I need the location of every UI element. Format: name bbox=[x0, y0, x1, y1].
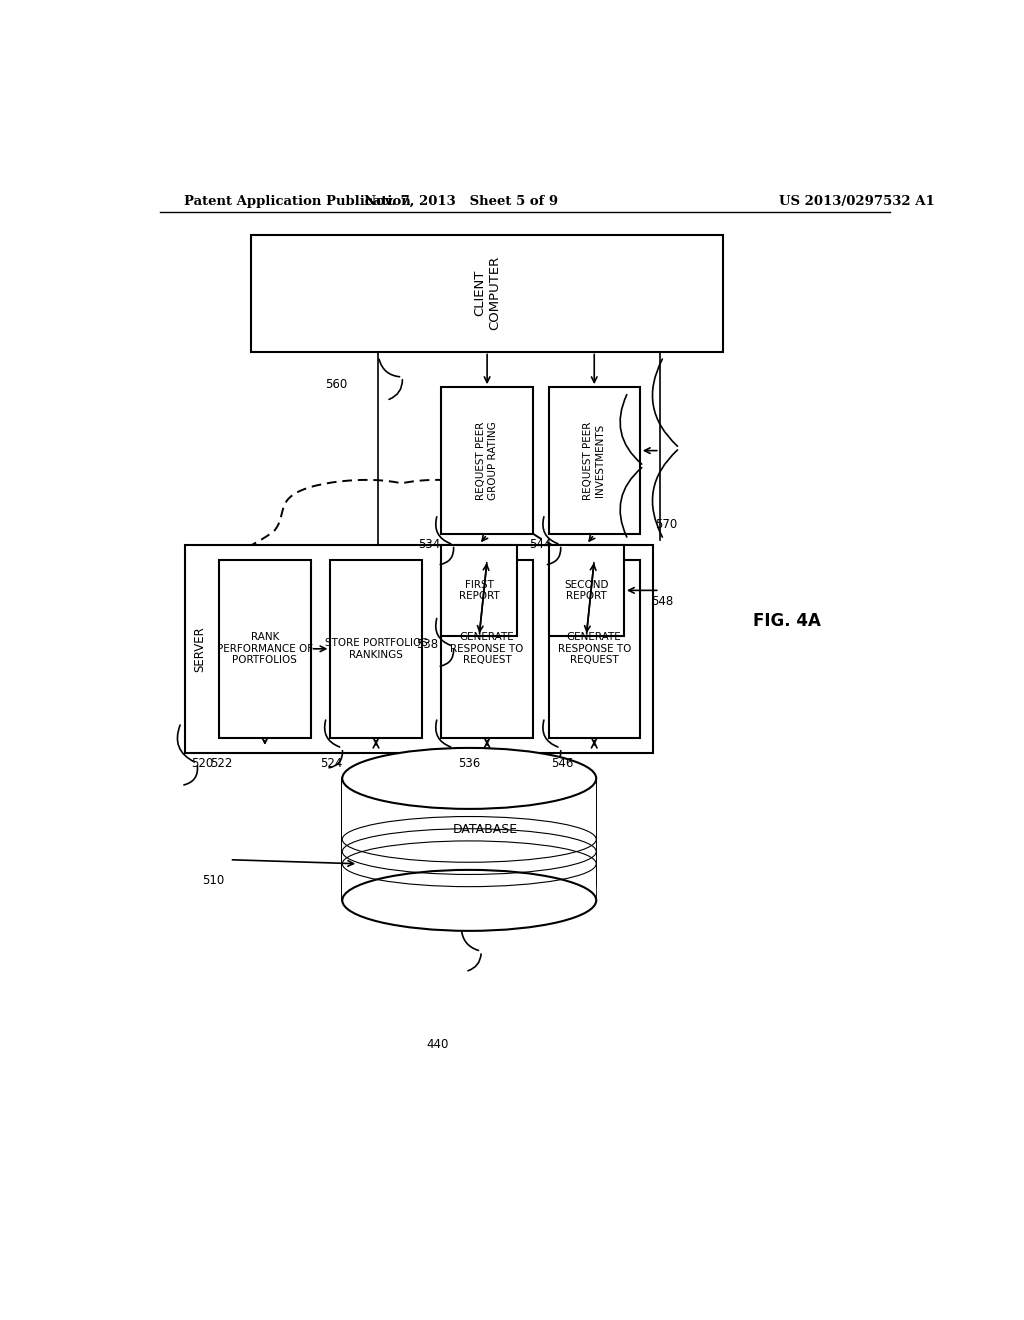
Text: SERVER: SERVER bbox=[193, 626, 206, 672]
Text: REQUEST PEER
INVESTMENTS: REQUEST PEER INVESTMENTS bbox=[584, 421, 605, 500]
Text: 522: 522 bbox=[211, 756, 232, 770]
Text: CLIENT
COMPUTER: CLIENT COMPUTER bbox=[473, 256, 501, 330]
Text: Patent Application Publication: Patent Application Publication bbox=[183, 194, 411, 207]
Bar bbox=[185, 545, 653, 752]
Bar bbox=[441, 545, 517, 636]
Text: 510: 510 bbox=[203, 874, 225, 887]
Bar bbox=[251, 235, 723, 351]
Bar bbox=[441, 560, 532, 738]
Text: SECOND
REPORT: SECOND REPORT bbox=[564, 579, 608, 601]
Text: 524: 524 bbox=[319, 756, 342, 770]
Bar bbox=[331, 560, 422, 738]
Text: DATABASE: DATABASE bbox=[453, 822, 518, 836]
Text: RANK
PERFORMANCE OF
PORTFOLIOS: RANK PERFORMANCE OF PORTFOLIOS bbox=[217, 632, 313, 665]
Text: 520: 520 bbox=[190, 756, 213, 770]
Text: US 2013/0297532 A1: US 2013/0297532 A1 bbox=[778, 194, 935, 207]
Bar bbox=[549, 387, 640, 535]
Text: 570: 570 bbox=[655, 517, 677, 531]
Text: 548: 548 bbox=[651, 595, 673, 609]
Text: 544: 544 bbox=[529, 539, 552, 552]
Text: GENERATE
RESPONSE TO
REQUEST: GENERATE RESPONSE TO REQUEST bbox=[557, 632, 631, 665]
Bar bbox=[549, 560, 640, 738]
Text: FIRST
REPORT: FIRST REPORT bbox=[459, 579, 500, 601]
Text: 560: 560 bbox=[325, 378, 347, 391]
Text: 534: 534 bbox=[419, 539, 440, 552]
Text: 440: 440 bbox=[426, 1039, 449, 1051]
Bar bbox=[219, 560, 310, 738]
Text: 546: 546 bbox=[551, 756, 573, 770]
Text: 538: 538 bbox=[416, 638, 438, 651]
Bar bbox=[441, 387, 532, 535]
Bar bbox=[549, 545, 624, 636]
Bar bbox=[342, 779, 596, 900]
Text: Nov. 7, 2013   Sheet 5 of 9: Nov. 7, 2013 Sheet 5 of 9 bbox=[365, 194, 558, 207]
Ellipse shape bbox=[342, 870, 596, 931]
Text: STORE PORTFOLIOS
RANKINGS: STORE PORTFOLIOS RANKINGS bbox=[325, 638, 427, 660]
Text: 536: 536 bbox=[458, 756, 480, 770]
Text: REQUEST PEER
GROUP RATING: REQUEST PEER GROUP RATING bbox=[476, 421, 498, 500]
Text: FIG. 4A: FIG. 4A bbox=[753, 612, 820, 630]
Ellipse shape bbox=[342, 748, 596, 809]
Text: GENERATE
RESPONSE TO
REQUEST: GENERATE RESPONSE TO REQUEST bbox=[451, 632, 524, 665]
